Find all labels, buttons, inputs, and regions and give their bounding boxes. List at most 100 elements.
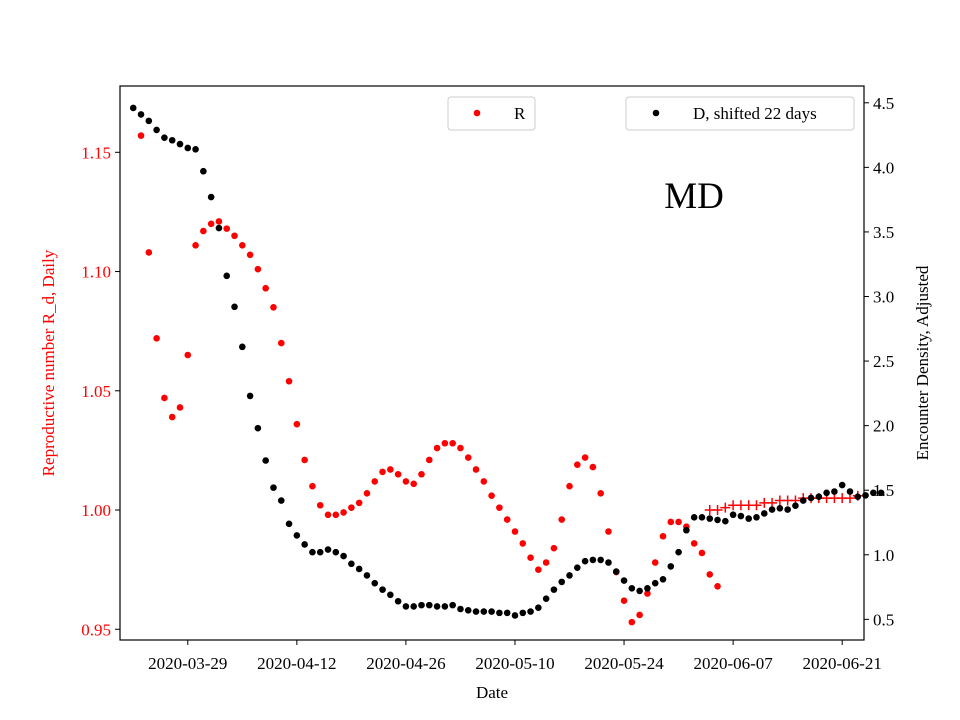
y-right-tick-label: 1.0	[873, 546, 894, 565]
d-point	[449, 601, 456, 609]
r-point	[223, 225, 231, 232]
r-point	[277, 339, 285, 347]
r-point	[488, 492, 495, 500]
r-point	[270, 304, 277, 311]
r-point	[464, 454, 472, 461]
d-point	[441, 603, 449, 610]
r-point	[425, 456, 433, 464]
d-point	[293, 532, 301, 539]
d-point	[137, 111, 145, 118]
r-point	[394, 470, 402, 478]
r-point	[449, 439, 456, 447]
r-point	[355, 499, 363, 507]
d-point	[535, 604, 542, 612]
r-point	[168, 413, 176, 421]
r-point	[402, 478, 410, 485]
d-point	[620, 577, 628, 584]
r-point	[589, 463, 597, 471]
r-point	[690, 540, 698, 547]
r-point	[145, 249, 153, 256]
r-point	[293, 420, 301, 428]
d-point	[722, 517, 729, 525]
d-point	[246, 392, 254, 400]
d-point	[231, 303, 238, 311]
r-point	[667, 518, 675, 526]
r-point	[254, 265, 262, 273]
d-point	[472, 608, 480, 615]
plot-area	[120, 86, 864, 640]
r-point	[433, 444, 441, 452]
d-point	[675, 548, 682, 556]
x-tick-label: 2020-04-12	[257, 654, 336, 673]
r-point	[644, 590, 651, 597]
x-axis-label: Date	[476, 683, 508, 702]
x-tick-label: 2020-05-24	[584, 654, 664, 673]
d-point	[316, 548, 324, 556]
r-point	[348, 504, 355, 511]
x-tick-label: 2020-05-10	[475, 654, 554, 673]
d-point	[433, 603, 441, 610]
d-point	[145, 117, 153, 125]
legend-r-label: R	[514, 104, 526, 123]
d-point	[745, 515, 752, 522]
state-annotation: MD	[664, 176, 724, 217]
r-projected-point	[720, 502, 731, 513]
d-point	[574, 564, 581, 571]
legend-d-frame	[625, 96, 855, 131]
d-point	[776, 504, 784, 512]
d-point	[815, 493, 823, 500]
y-right-tick-label: 0.5	[873, 610, 894, 629]
r-point	[605, 528, 612, 535]
d-point	[394, 597, 402, 605]
r-point	[542, 559, 550, 566]
r-point	[301, 456, 308, 464]
legend-r-frame	[447, 96, 536, 131]
r-point	[581, 454, 589, 461]
y-axis-right: 0.5 1.0 1.5 2.0 2.5 3.0 3.5 4.0 4.5	[864, 94, 894, 629]
d-point	[418, 601, 425, 609]
d-point	[270, 484, 277, 491]
d-point	[823, 489, 830, 497]
r-point	[480, 478, 488, 485]
r-point	[332, 511, 340, 519]
r-point	[379, 468, 386, 476]
d-point	[511, 612, 519, 619]
legend-d-label: D, shifted 22 days	[693, 104, 817, 123]
d-point	[651, 579, 659, 587]
x-tick-label: 2020-06-21	[803, 654, 882, 673]
d-point	[129, 104, 137, 112]
r-point	[503, 516, 511, 523]
x-axis: 2020-03-29 2020-04-12 2020-04-26 2020-05-10…	[148, 640, 882, 673]
x-tick-label: 2020-04-26	[366, 654, 445, 673]
d-point	[410, 603, 418, 610]
d-point	[566, 572, 573, 579]
r-point	[659, 532, 667, 540]
d-point	[862, 492, 869, 499]
r-point	[176, 404, 184, 411]
r-point	[262, 284, 269, 292]
r-projected-point	[767, 497, 778, 508]
r-point	[340, 509, 347, 516]
r-point	[628, 618, 636, 626]
r-point	[706, 571, 714, 578]
r-point	[324, 511, 332, 519]
r-point	[192, 242, 199, 249]
r-point	[574, 461, 581, 469]
d-point	[215, 224, 223, 232]
y-left-tick-label: 0.95	[81, 620, 111, 639]
r-point	[457, 444, 464, 452]
y-left-tick-label: 1.10	[81, 263, 111, 282]
d-point	[176, 140, 184, 148]
d-point	[581, 557, 589, 565]
y-right-tick-label: 1.5	[873, 481, 894, 500]
d-point	[706, 515, 714, 522]
r-point	[215, 218, 223, 225]
r-point	[527, 554, 534, 562]
r-point	[371, 478, 379, 485]
d-point	[309, 548, 316, 556]
legend-r-marker	[473, 109, 481, 117]
d-point	[519, 609, 527, 617]
r-point	[714, 583, 721, 590]
d-point	[496, 609, 503, 617]
d-point	[714, 516, 721, 524]
